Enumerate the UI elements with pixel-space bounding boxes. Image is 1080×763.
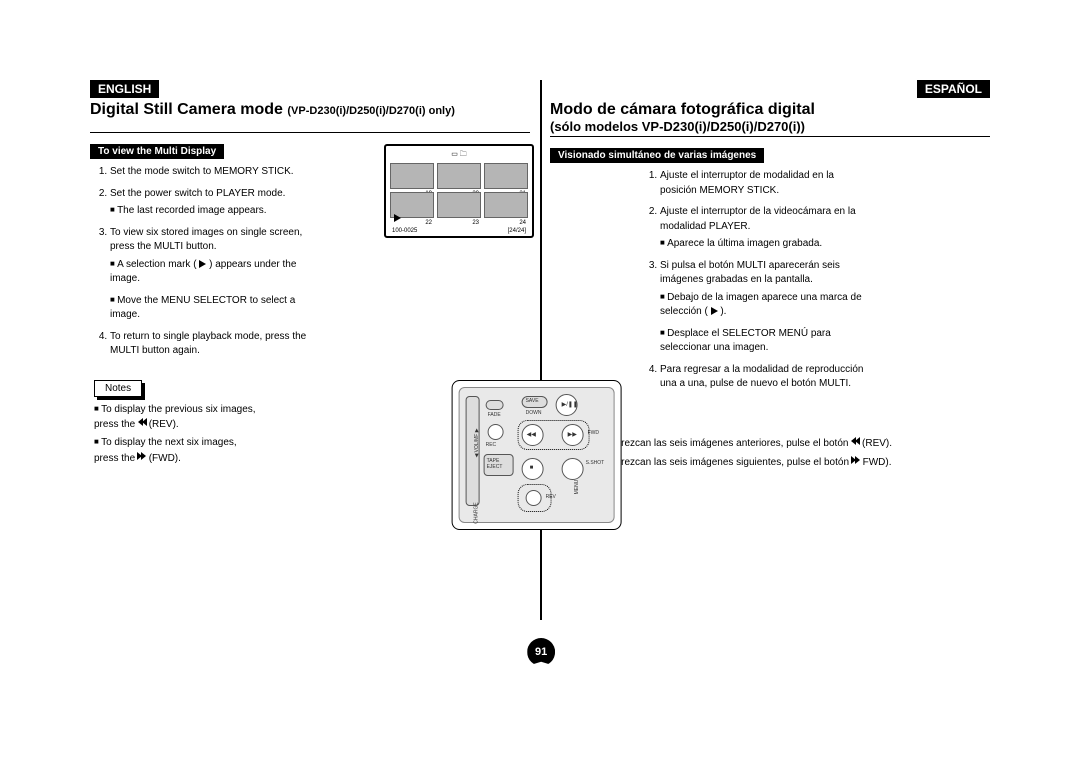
- thumb: 20: [437, 163, 481, 189]
- thumb: 21: [484, 163, 528, 189]
- step-item: Si pulsa el botón MULTI aparecerán seis …: [660, 259, 870, 356]
- lang-badge-spanish: ESPAÑOL: [917, 80, 990, 98]
- steps-list-en: Set the mode switch to MEMORY STICK. Set…: [90, 165, 320, 359]
- multi-button-graphic: [526, 490, 542, 506]
- step-item: Ajuste el interruptor de la videocámara …: [660, 205, 870, 252]
- selection-icon: [394, 214, 401, 222]
- step-item: Para regresar a la modalidad de reproduc…: [660, 363, 870, 392]
- spanish-column: ESPAÑOL Modo de cámara fotográfica digit…: [540, 80, 1000, 660]
- thumb: 19: [390, 163, 434, 189]
- thumb: 23: [437, 192, 481, 218]
- notes-label-en: Notes: [94, 380, 142, 397]
- title-sub: (VP-D230(i)/D250(i)/D270(i) only): [287, 105, 454, 117]
- step-item: To view six stored images on single scre…: [110, 226, 320, 323]
- play-icon: [199, 260, 206, 268]
- page-number-badge: 91: [527, 638, 555, 666]
- manual-page: ENGLISH Digital Still Camera mode (VP-D2…: [80, 80, 1000, 660]
- english-title: Digital Still Camera mode (VP-D230(i)/D2…: [90, 101, 530, 133]
- title-main-es: Modo de cámara fotográfica digital: [550, 101, 815, 118]
- rewind-icon: [138, 417, 146, 432]
- shoot-button-graphic: [562, 458, 584, 480]
- section-head-es: Visionado simultáneo de varias imágenes: [550, 148, 764, 163]
- step-item: Set the mode switch to MEMORY STICK.: [110, 165, 320, 180]
- section-head-en: To view the Multi Display: [90, 144, 224, 159]
- footer-right: [24/24]: [508, 228, 526, 234]
- lang-badge-english: ENGLISH: [90, 80, 159, 98]
- rewind-icon: [851, 436, 859, 451]
- step-item: Ajuste el interruptor de modalidad en la…: [660, 169, 870, 198]
- step-item: Set the power switch to PLAYER mode. The…: [110, 187, 320, 219]
- forward-icon: [138, 451, 146, 466]
- camera-panel-figure: ◀ VOL/MF ▶ FADE REC TAPEEJECT CHARGE SAV…: [452, 380, 622, 530]
- footer-left: 100-0025: [392, 228, 417, 234]
- step-item: To return to single playback mode, press…: [110, 330, 320, 359]
- play-icon: [711, 307, 718, 315]
- steps-list-es: Ajuste el interruptor de modalidad en la…: [640, 169, 870, 392]
- forward-icon: [852, 455, 860, 470]
- multi-display-figure: ▭ 🗀 19 20 21 22 23 24 100-0025 [24/24]: [384, 144, 534, 238]
- title-main: Digital Still Camera mode: [90, 101, 283, 118]
- title-sub-es: (sólo modelos VP-D230(i)/D250(i)/D270(i)…: [550, 119, 990, 134]
- thumb: 22: [390, 192, 434, 218]
- english-column: ENGLISH Digital Still Camera mode (VP-D2…: [80, 80, 540, 660]
- thumb: 24: [484, 192, 528, 218]
- rec-button-graphic: [488, 424, 504, 440]
- spanish-title: Modo de cámara fotográfica digital (sólo…: [550, 101, 990, 137]
